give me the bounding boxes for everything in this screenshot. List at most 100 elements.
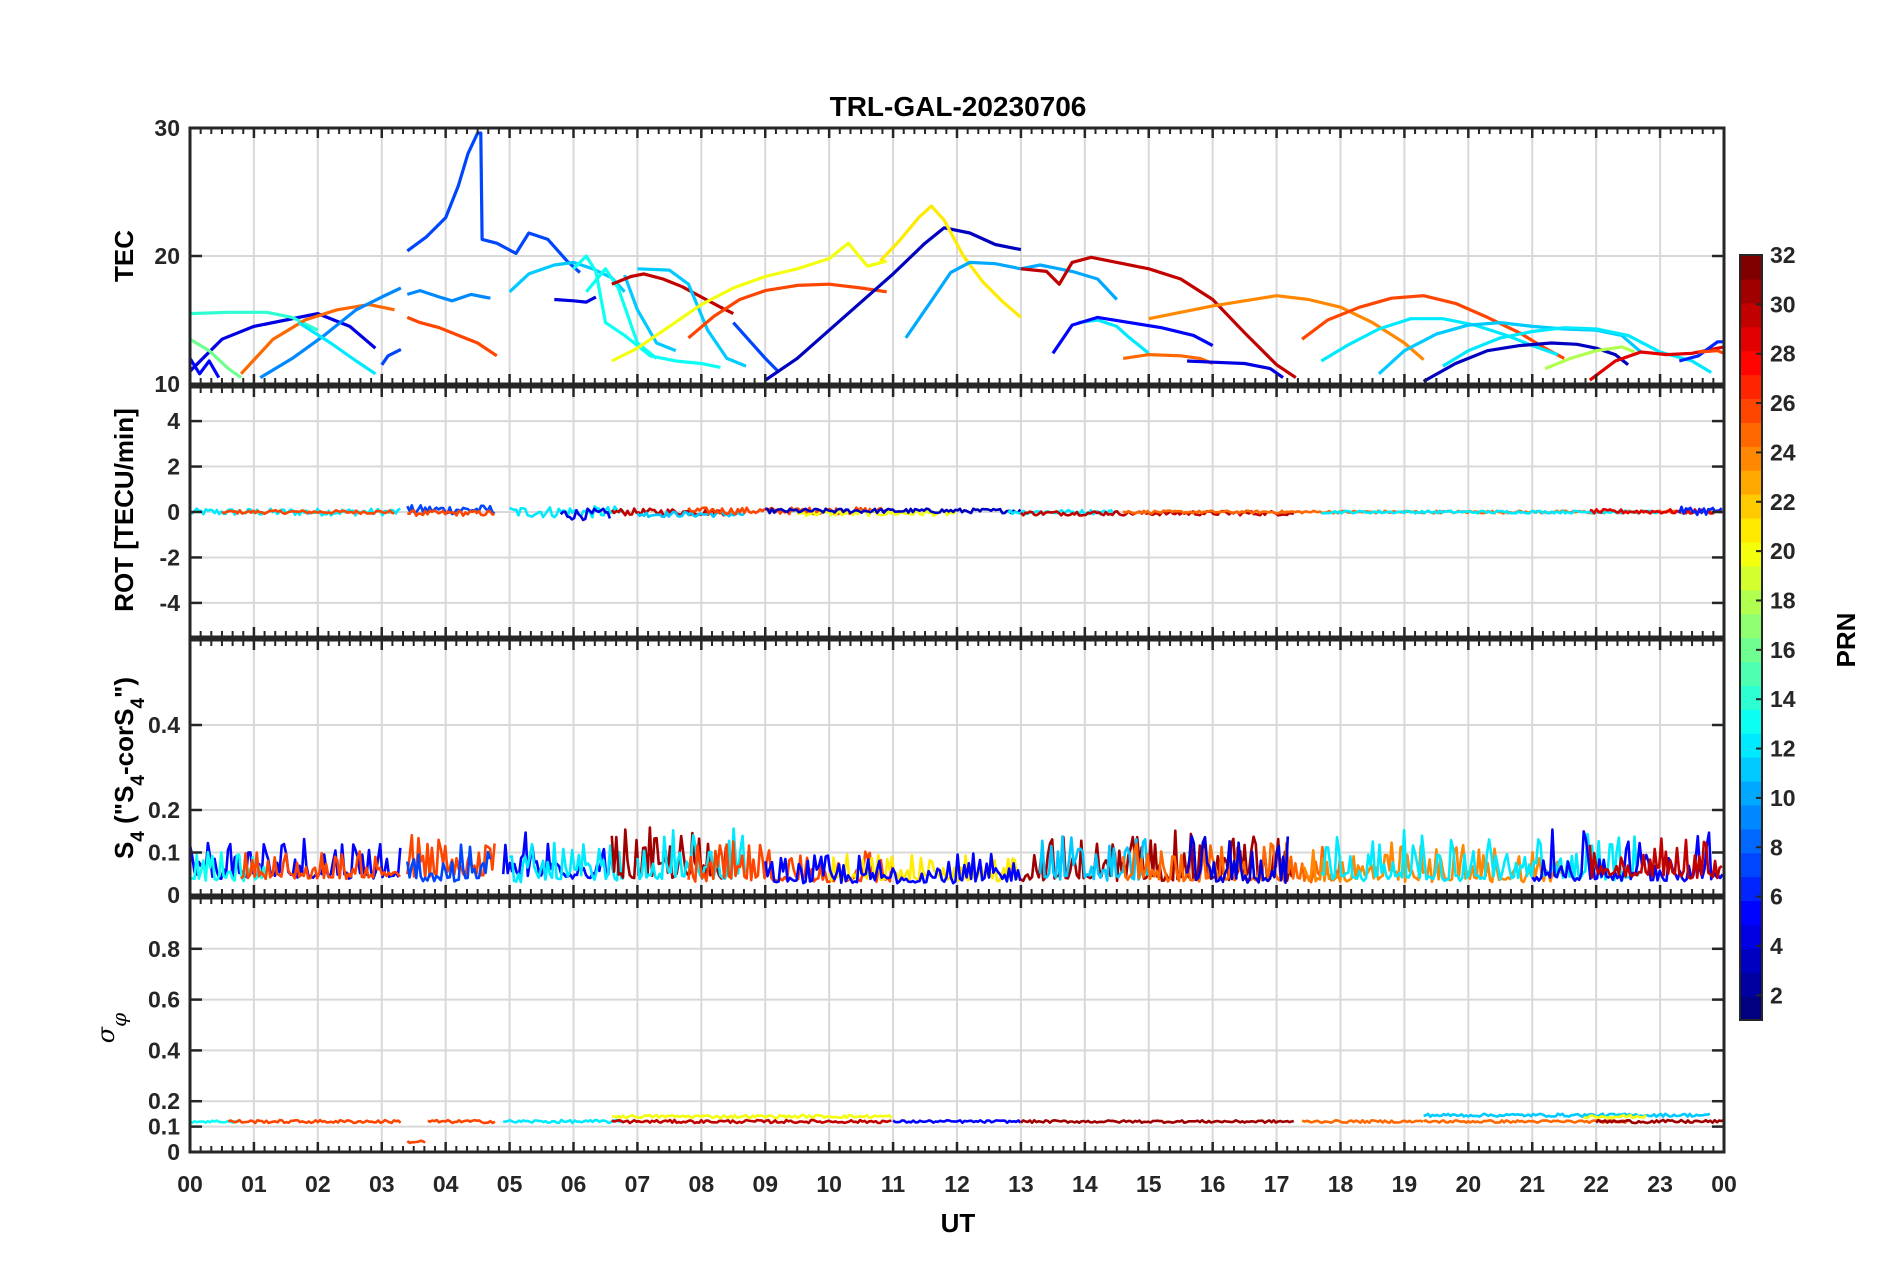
x-tick-label: 05 [497, 1171, 523, 1197]
series-prn-12 [1320, 828, 1640, 883]
x-tick-label: 13 [1008, 1171, 1034, 1197]
tec-panel: 10 20 30 [154, 115, 1726, 397]
y-tick-label: 0 [167, 1139, 180, 1165]
s4-ylabel-part: S [109, 842, 139, 859]
x-axis-label: UT [941, 1208, 976, 1238]
colorbar-frame [1739, 254, 1763, 1021]
colorbar-tick-label: 30 [1770, 291, 1796, 317]
rot-ticks [188, 387, 1726, 637]
series-prn-12 [1321, 509, 1660, 515]
colorbar-segment [1740, 278, 1762, 304]
colorbar-segment [1740, 972, 1762, 997]
series-prn-30 [1019, 509, 1295, 517]
series-prn-29 [1588, 345, 1724, 382]
series-prn-26 [687, 282, 887, 340]
series-prn-12 [503, 1118, 625, 1125]
tec-ticks [188, 128, 1726, 384]
series-prn-25 [1301, 1119, 1424, 1125]
y-tick-label: 2 [167, 454, 180, 480]
colorbar-segment [1740, 900, 1762, 925]
series-prn-26 [427, 1118, 496, 1125]
colorbar-segment [1740, 494, 1762, 519]
series-prn-12 [1441, 326, 1713, 374]
series-prn-26 [407, 509, 495, 517]
colorbar-tick-label: 22 [1770, 489, 1796, 515]
y-tick-label: 0.4 [148, 712, 180, 738]
series-prn-24 [1148, 294, 1425, 361]
x-tick-label: 07 [625, 1171, 651, 1197]
series-prn-7 [406, 843, 492, 883]
colorbar-segment [1740, 302, 1762, 328]
colorbar-segment [1740, 637, 1762, 663]
series-prn-26 [1301, 294, 1565, 360]
series-prn-30 [1588, 837, 1723, 880]
colorbar-tick-label: 28 [1770, 341, 1796, 367]
y-tick-label: 30 [154, 115, 180, 141]
series-prn-20 [611, 1113, 893, 1120]
series-prn-11 [623, 274, 677, 353]
y-tick-label: 0.1 [148, 1114, 180, 1140]
x-tick-label: 04 [433, 1171, 459, 1197]
x-tick-labels: 00 01 02 03 04 05 06 07 08 09 10 11 12 13 14 15 16 17 18 19… [177, 1171, 1737, 1197]
series-prn-9 [406, 289, 491, 303]
s4-ylabel-part: -corS [109, 709, 139, 775]
x-tick-label: 09 [752, 1171, 778, 1197]
sigma_phi-series [190, 1112, 1724, 1145]
colorbar-tick-label: 18 [1770, 587, 1796, 613]
y-tick-label: 0.6 [148, 987, 180, 1013]
series-prn-26 [406, 315, 498, 358]
tec-ylabel: TEC [109, 230, 139, 282]
series-prn-30 [1020, 255, 1297, 379]
colorbar-tick-label: 8 [1770, 834, 1783, 860]
series-prn-13 [572, 254, 721, 369]
series-prn-30 [611, 272, 735, 316]
colorbar-segment [1740, 709, 1762, 734]
colorbar-segment [1740, 757, 1762, 782]
y-tick-label: 0 [167, 882, 180, 908]
series-prn-11 [637, 267, 747, 368]
tec-series [190, 131, 1724, 383]
colorbar-segment [1740, 996, 1762, 1021]
series-prn-13 [585, 267, 658, 360]
s4-ylabel-part: ("S [109, 786, 139, 832]
y-tick-label: 0.4 [148, 1037, 180, 1063]
x-tick-label: 20 [1456, 1171, 1482, 1197]
series-prn-5 [1531, 828, 1724, 883]
series-prn-11 [1038, 835, 1149, 882]
series-prn-4 [1185, 834, 1290, 885]
series-prn-26 [240, 850, 402, 881]
colorbar-segment [1740, 541, 1762, 567]
x-tick-label: 00 [177, 1171, 203, 1197]
x-tick-label: 03 [369, 1171, 395, 1197]
series-prn-31 [1019, 1119, 1295, 1125]
series-prn-18 [1544, 345, 1636, 371]
sigma-phi-ylabel: σφ [92, 1013, 131, 1043]
series-prn-5 [892, 1119, 1022, 1125]
colorbar-segment [1740, 948, 1762, 973]
sigma-phi-panel: 00.10.2 0.4 0.6 0.8 [148, 896, 1726, 1165]
x-tick-label: 10 [816, 1171, 842, 1197]
chart-title: TRL-GAL-20230706 [830, 91, 1087, 122]
colorbar-tick-label: 4 [1770, 933, 1783, 959]
colorbar-tick-label: 12 [1770, 736, 1796, 762]
y-tick-label: -4 [160, 590, 181, 616]
series-prn-7 [406, 504, 496, 516]
series-prn-5 [1051, 315, 1214, 355]
y-tick-label: 4 [167, 408, 180, 434]
x-tick-label: 00 [1711, 1171, 1737, 1197]
colorbar-segment [1740, 565, 1762, 591]
colorbar-label: PRN [1831, 613, 1861, 668]
series-prn-4 [1187, 359, 1284, 379]
x-tick-label: 06 [561, 1171, 587, 1197]
series-prn-3 [764, 226, 1022, 382]
series-prn-12 [297, 321, 377, 376]
phi-subscript: φ [107, 1013, 131, 1027]
tec-grid [190, 127, 1724, 385]
colorbar-tick-label: 2 [1770, 982, 1783, 1008]
colorbar-segment [1740, 780, 1762, 806]
series-prn-7 [406, 131, 581, 274]
colorbar-segment [1740, 398, 1762, 423]
colorbar-tick-label: 26 [1770, 390, 1796, 416]
series-prn-12 [509, 841, 624, 884]
